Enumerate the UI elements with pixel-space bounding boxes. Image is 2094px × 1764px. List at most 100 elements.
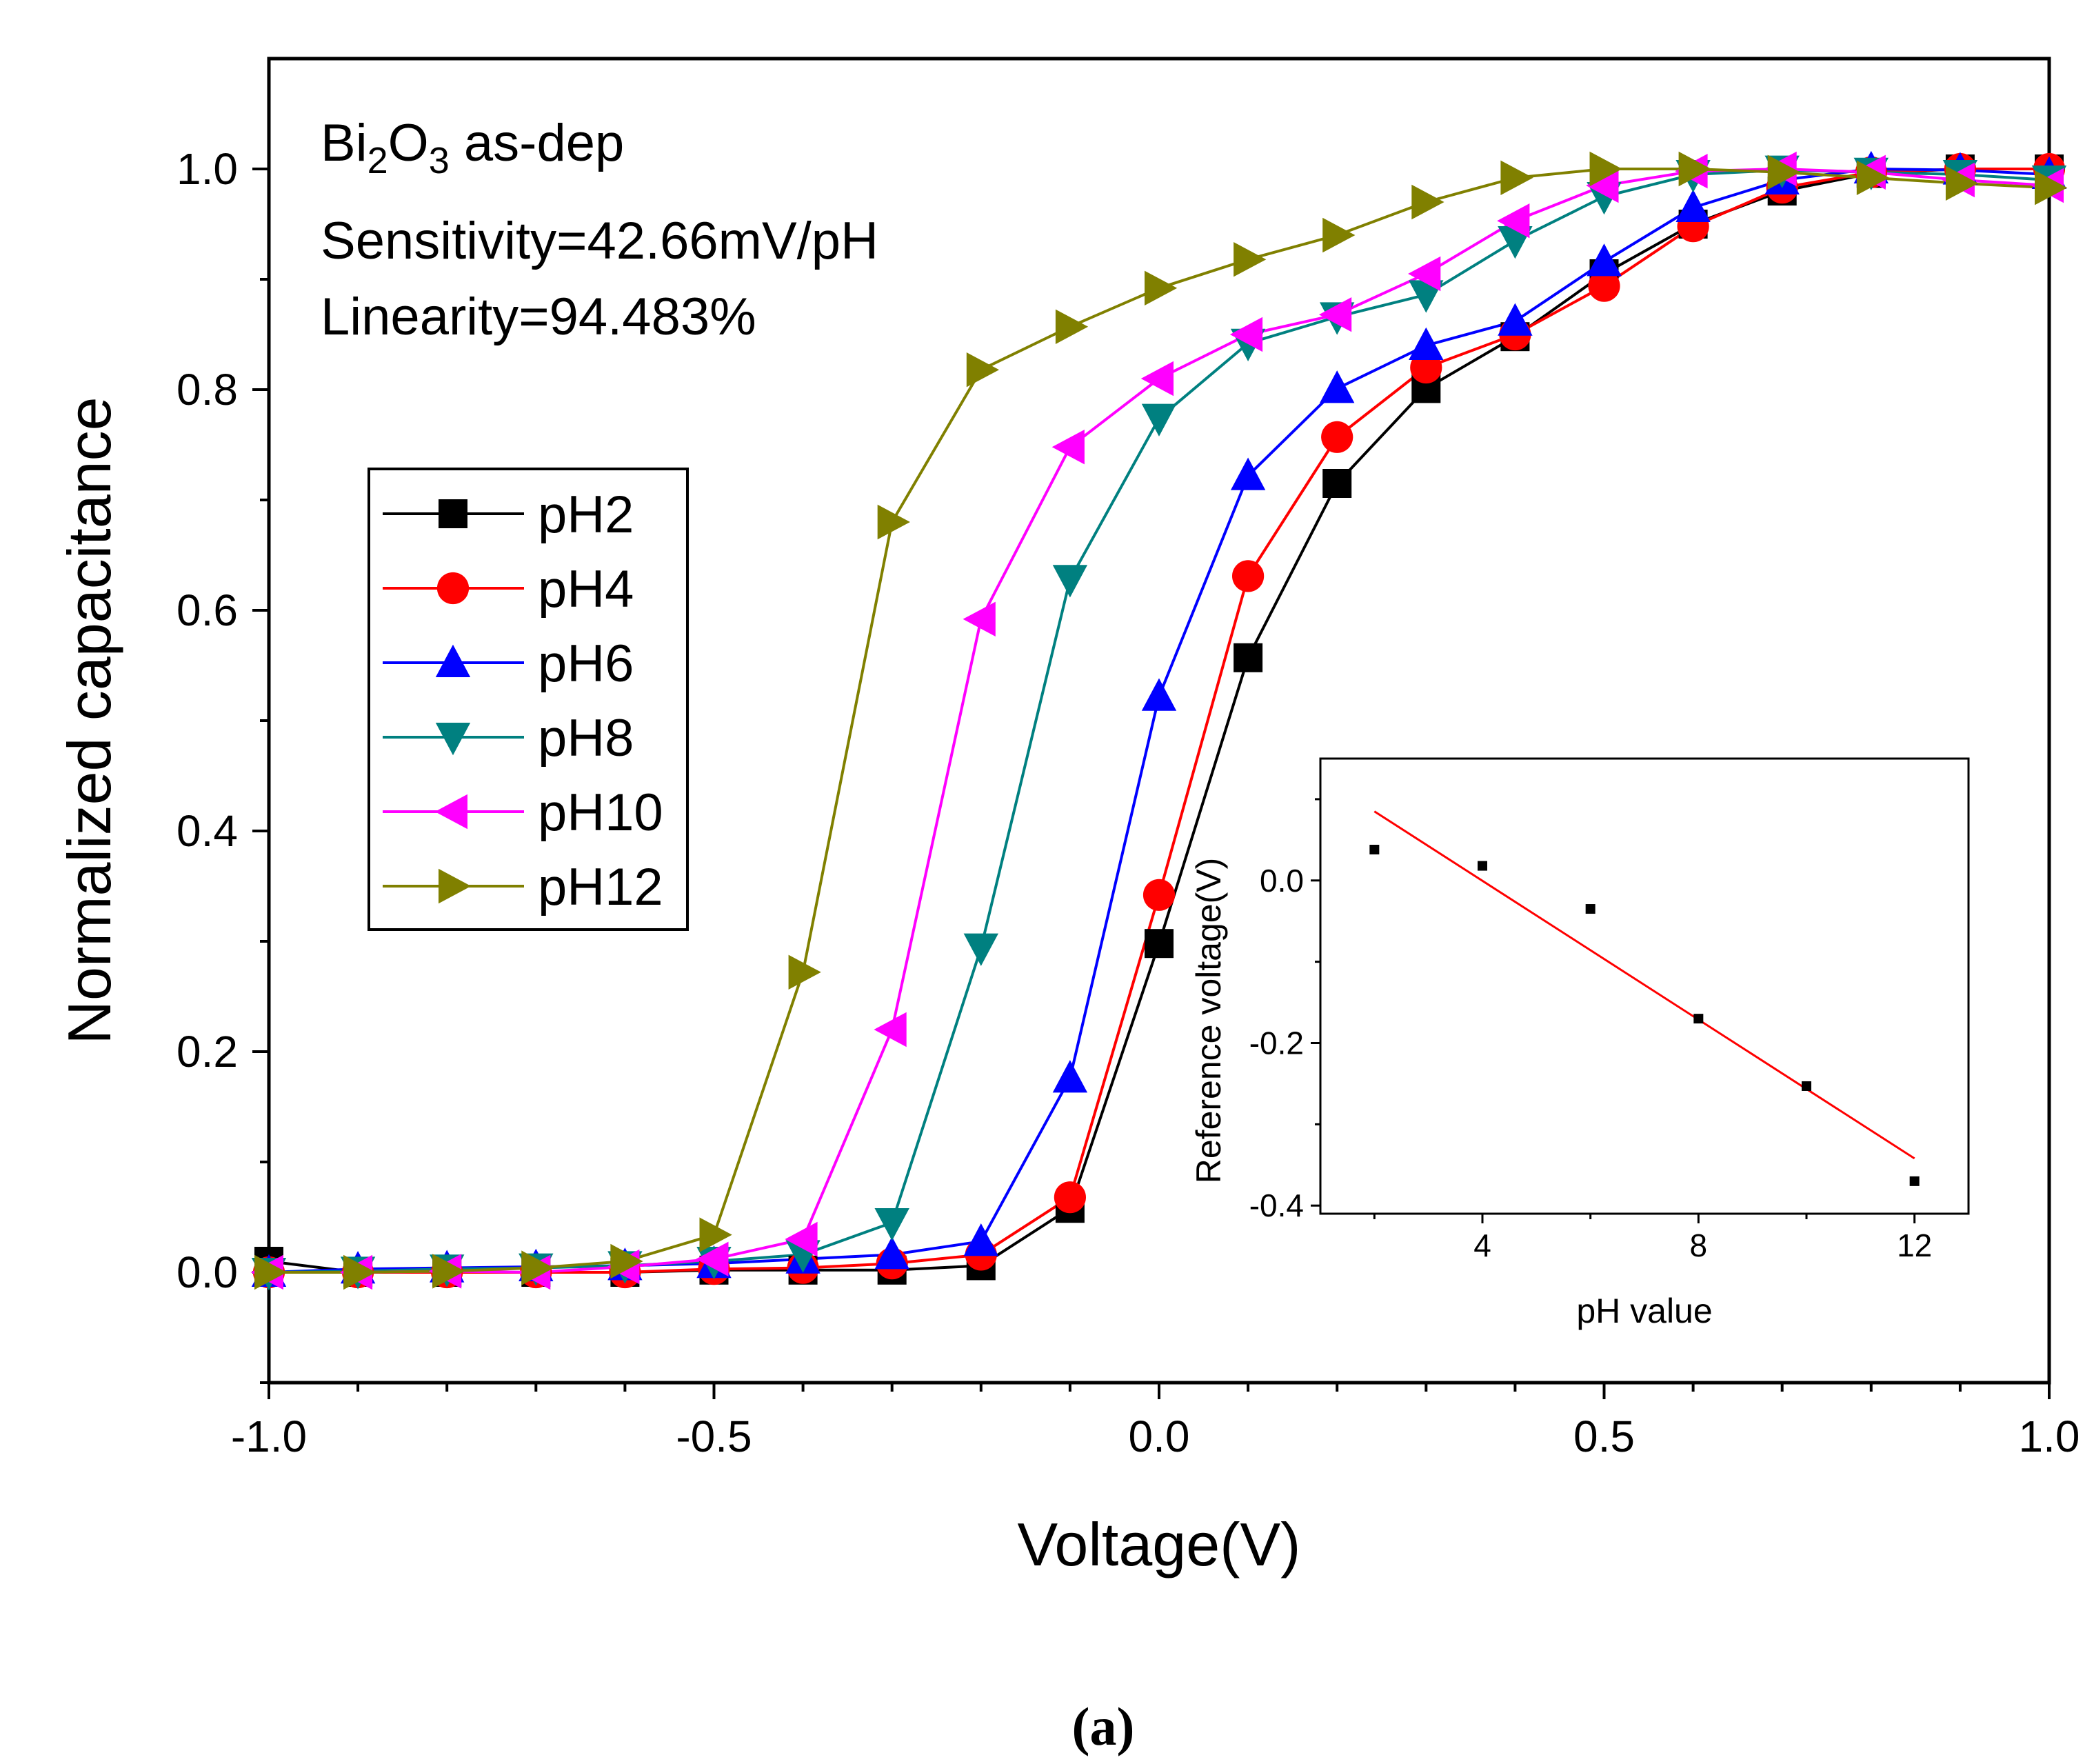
figure-caption: (a) xyxy=(1072,1696,1135,1756)
marker-ph12 xyxy=(1322,217,1356,253)
marker-ph2 xyxy=(1322,469,1352,498)
main-y-tick-label: 0.2 xyxy=(177,1027,238,1076)
marker-ph10 xyxy=(1497,203,1530,239)
inset-data-point xyxy=(1693,1014,1704,1024)
marker-ph12 xyxy=(1678,151,1711,187)
marker-ph12 xyxy=(2035,170,2068,206)
marker-ph12 xyxy=(521,1250,554,1285)
material-subscript-2: 2 xyxy=(368,140,388,181)
marker-ph6 xyxy=(1409,327,1444,360)
inset-y-axis-label: Reference voltage(V) xyxy=(1189,858,1228,1183)
main-x-tick-label: -0.5 xyxy=(676,1412,752,1461)
main-y-tick-label: 0.0 xyxy=(177,1247,238,1297)
marker-ph12 xyxy=(1145,270,1178,305)
main-x-axis: -1.0 -0.5 0.0 0.5 1.0 xyxy=(231,1383,2080,1461)
marker-ph12 xyxy=(1055,309,1089,344)
inset-data-point xyxy=(1478,861,1487,871)
inset-points xyxy=(1369,845,1920,1186)
linearity-annotation: Linearity=94.483% xyxy=(321,288,756,346)
marker-ph6 xyxy=(1230,457,1266,490)
legend-label-ph8: pH8 xyxy=(538,709,634,768)
marker-ph12 xyxy=(1589,151,1622,187)
marker-ph10 xyxy=(1318,297,1352,332)
inset-data-point xyxy=(1585,904,1595,914)
marker-ph12 xyxy=(788,954,821,990)
material-bi: Bi xyxy=(321,114,368,172)
legend-label-ph6: pH6 xyxy=(538,634,634,693)
marker-ph6 xyxy=(963,1223,998,1256)
legend-marker-ph4 xyxy=(436,572,470,605)
marker-ph4 xyxy=(1321,421,1353,453)
marker-ph10 xyxy=(874,1012,907,1048)
inset-y-axis: 0.0 -0.2 -0.4 xyxy=(1249,798,1320,1223)
main-x-tick-label: 1.0 xyxy=(2019,1412,2080,1461)
marker-ph12 xyxy=(877,504,910,540)
main-y-tick-label: 0.6 xyxy=(177,585,238,635)
legend-label-ph10: pH10 xyxy=(538,783,663,842)
marker-ph6 xyxy=(1675,189,1711,222)
marker-ph6 xyxy=(1141,678,1177,711)
marker-ph4 xyxy=(1142,879,1176,911)
main-x-tick-label: 0.0 xyxy=(1129,1412,1190,1461)
main-chart: 0.0 0.2 0.4 0.6 0.8 1.0 -1.0 -0.5 0.0 0.5 1.0 Vol… xyxy=(55,57,2080,1578)
legend-marker-ph12 xyxy=(439,868,472,904)
marker-ph12 xyxy=(1945,166,1979,201)
sensitivity-annotation: Sensitivity=42.66mV/pH xyxy=(321,212,878,270)
main-y-axis-label: Normalized capacitance xyxy=(55,397,123,1044)
legend-frame xyxy=(368,468,689,931)
marker-ph4 xyxy=(1054,1181,1086,1214)
inset-data-point xyxy=(1909,1176,1920,1186)
marker-ph8 xyxy=(874,1208,909,1241)
legend-label-ph4: pH4 xyxy=(538,560,634,619)
legend-label-ph2: pH2 xyxy=(538,485,634,544)
inset-fit-line-group xyxy=(1373,810,1915,1160)
marker-ph6 xyxy=(1320,370,1355,403)
marker-ph10 xyxy=(1586,168,1619,203)
marker-ph10 xyxy=(1051,430,1085,465)
main-y-tick-label: 0.4 xyxy=(177,806,238,856)
main-y-tick-label: 0.8 xyxy=(177,365,238,414)
inset-x-tick-label: 12 xyxy=(1897,1227,1932,1263)
material-suffix: as-dep xyxy=(450,114,625,172)
marker-ph4 xyxy=(1232,560,1265,592)
legend-marker-ph6 xyxy=(435,644,471,677)
marker-ph12 xyxy=(610,1243,643,1279)
legend: pH2 pH4 pH6 pH8 pH10 pH12 xyxy=(368,468,689,931)
inset-y-tick-label: -0.2 xyxy=(1249,1025,1304,1061)
marker-ph8 xyxy=(1409,280,1444,313)
marker-ph8 xyxy=(1141,403,1177,437)
marker-ph12 xyxy=(699,1217,732,1252)
main-y-tick-label: 1.0 xyxy=(177,144,238,194)
marker-ph12 xyxy=(254,1254,288,1290)
main-x-tick-label: 0.5 xyxy=(1573,1412,1635,1461)
marker-ph6 xyxy=(1587,243,1622,277)
inset-x-axis-label: pH value xyxy=(1576,1292,1712,1330)
legend-marker-ph2 xyxy=(439,499,467,528)
legend-marker-ph10 xyxy=(434,794,467,830)
marker-ph12 xyxy=(432,1254,465,1289)
marker-ph6 xyxy=(1052,1060,1088,1093)
main-x-axis-label: Voltage(V) xyxy=(1018,1510,1301,1578)
marker-ph10 xyxy=(785,1221,818,1257)
marker-ph12 xyxy=(1767,154,1800,190)
marker-ph8 xyxy=(963,933,998,966)
inset-fit-line xyxy=(1373,810,1915,1160)
marker-ph6 xyxy=(874,1236,909,1270)
marker-ph4 xyxy=(1588,270,1620,302)
inset-x-axis: 4 8 12 xyxy=(1373,1214,1932,1263)
marker-ph12 xyxy=(966,352,1000,388)
legend-label-ph12: pH12 xyxy=(538,858,663,916)
material-subscript-3: 3 xyxy=(429,140,450,181)
marker-ph12 xyxy=(1411,184,1444,220)
marker-ph8 xyxy=(1052,565,1088,598)
inset-x-tick-label: 4 xyxy=(1473,1227,1491,1263)
main-x-tick-label: -1.0 xyxy=(231,1412,307,1461)
marker-ph10 xyxy=(1140,361,1174,397)
material-annotation: Bi2O3 as-dep xyxy=(321,114,624,181)
marker-ph12 xyxy=(1234,242,1267,277)
inset-y-tick-label: 0.0 xyxy=(1260,863,1304,899)
material-o: O xyxy=(388,114,429,172)
inset-y-tick-label: -0.4 xyxy=(1249,1187,1304,1223)
inset-x-tick-label: 8 xyxy=(1690,1227,1708,1263)
